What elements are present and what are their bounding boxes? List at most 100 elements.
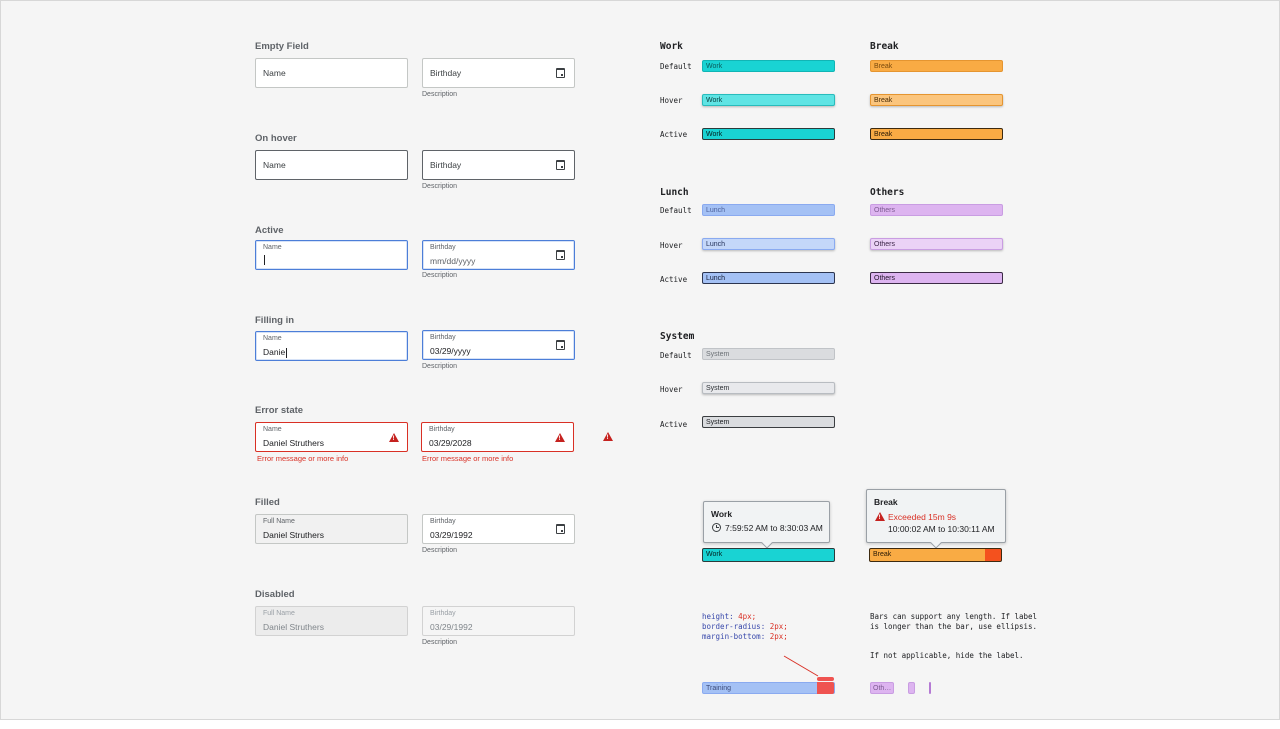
- fullname-value: Daniel Struthers: [263, 622, 324, 632]
- birthday-label: Birthday: [430, 518, 456, 525]
- spec-height-marker: [817, 682, 834, 694]
- work-bar-default[interactable]: Work: [702, 60, 835, 72]
- name-label: Name: [263, 335, 282, 342]
- fullname-input-disabled: Full Name Daniel Struthers: [255, 606, 408, 636]
- break-bar-default[interactable]: Break: [870, 60, 1003, 72]
- birthday-input-hover[interactable]: Birthday: [422, 150, 575, 180]
- tooltip-title: Break: [874, 497, 898, 507]
- date-value: 03/29/1992: [430, 622, 473, 632]
- fullname-label: Full Name: [263, 610, 295, 617]
- warning-icon: [555, 433, 565, 442]
- fullname-input-filled[interactable]: Full Name Daniel Struthers: [255, 514, 408, 544]
- work-tooltip: Work 7:59:52 AM to 8:30:03 AM: [703, 501, 830, 543]
- training-bar[interactable]: Training: [702, 682, 835, 694]
- spec-pointer-line: [783, 655, 819, 677]
- tooltip-time: 7:59:52 AM to 8:30:03 AM: [725, 523, 823, 533]
- error-message: Error message or more info: [422, 454, 514, 463]
- others-bar-active[interactable]: Others: [870, 272, 1003, 284]
- others-bar-default[interactable]: Others: [870, 204, 1003, 216]
- birthday-input-active[interactable]: Birthday mm/dd/yyyy: [422, 240, 575, 270]
- lunch-bar-default[interactable]: Lunch: [702, 204, 835, 216]
- date-value: 03/29/2028: [429, 438, 472, 448]
- others-bar-minimal[interactable]: [929, 682, 931, 694]
- section-title-filled: Filled: [255, 497, 280, 508]
- birthday-input-filled[interactable]: Birthday 03/29/1992: [422, 514, 575, 544]
- others-bar-small[interactable]: [908, 682, 915, 694]
- work-bar-active[interactable]: Work: [702, 128, 835, 140]
- tooltip-title: Work: [711, 509, 733, 519]
- group-title-work: Work: [660, 41, 683, 52]
- others-bar-hover[interactable]: Others: [870, 238, 1003, 250]
- clock-icon: [712, 523, 721, 532]
- break-bar-hover[interactable]: Break: [870, 94, 1003, 106]
- name-placeholder: Name: [263, 160, 286, 170]
- date-placeholder: mm/dd/yyyy: [430, 256, 476, 266]
- birthday-label: Birthday: [430, 610, 456, 617]
- text-cursor: [263, 254, 265, 265]
- state-label-default: Default: [660, 62, 692, 71]
- fullname-label: Full Name: [263, 518, 295, 525]
- work-bar-hover[interactable]: Work: [702, 94, 835, 106]
- name-label: Name: [263, 244, 282, 251]
- section-title-empty: Empty Field: [255, 41, 309, 52]
- section-title-disabled: Disabled: [255, 589, 295, 600]
- others-bar-ellipsis[interactable]: Oth…: [870, 682, 894, 694]
- birthday-placeholder: Birthday: [430, 160, 462, 170]
- calendar-icon[interactable]: [556, 524, 565, 534]
- group-title-others: Others: [870, 187, 905, 198]
- warning-icon: [603, 432, 613, 441]
- section-title-hover: On hover: [255, 133, 297, 144]
- field-description: Description: [422, 547, 458, 554]
- break-bar-exceeded[interactable]: Break: [869, 548, 1002, 562]
- error-message: Error message or more info: [257, 454, 349, 463]
- note-hide-label: If not applicable, hide the label.: [870, 651, 1024, 660]
- date-value: 03/29/yyyy: [430, 346, 471, 356]
- break-tooltip: Break Exceeded 15m 9s 10:00:02 AM to 10:…: [866, 489, 1006, 543]
- date-value: 03/29/1992: [430, 530, 473, 540]
- lunch-bar-hover[interactable]: Lunch: [702, 238, 835, 250]
- section-title-error: Error state: [255, 405, 304, 416]
- system-bar-hover[interactable]: System: [702, 382, 835, 394]
- field-description: Description: [422, 183, 458, 190]
- state-label-hover: Hover: [660, 96, 683, 105]
- name-value: Daniel Struthers: [263, 438, 324, 448]
- name-input-hover[interactable]: Name: [255, 150, 408, 180]
- warning-icon: [875, 512, 885, 521]
- state-label-active: Active: [660, 130, 688, 139]
- group-title-lunch: Lunch: [660, 187, 689, 198]
- state-label-default: Default: [660, 351, 692, 360]
- state-label-default: Default: [660, 206, 692, 215]
- birthday-input-error[interactable]: Birthday 03/29/2028: [421, 422, 574, 452]
- name-input-error[interactable]: Name Daniel Struthers: [255, 422, 408, 452]
- work-bar-selected[interactable]: Work: [702, 548, 835, 562]
- field-description: Description: [422, 363, 458, 370]
- birthday-input-filling[interactable]: Birthday 03/29/yyyy: [422, 330, 575, 360]
- name-input-filling[interactable]: Name Danie: [255, 331, 408, 361]
- name-input-empty[interactable]: Name: [255, 58, 408, 88]
- state-label-hover: Hover: [660, 385, 683, 394]
- calendar-icon[interactable]: [556, 250, 565, 260]
- lunch-bar-active[interactable]: Lunch: [702, 272, 835, 284]
- name-input-active[interactable]: Name: [255, 240, 408, 270]
- state-label-active: Active: [660, 420, 688, 429]
- spec-margin-marker: [817, 677, 834, 681]
- tooltip-time: 10:00:02 AM to 10:30:11 AM: [888, 524, 995, 534]
- spec-margin-bottom: margin-bottom: 2px;: [702, 632, 788, 641]
- birthday-input-disabled: Birthday 03/29/1992: [422, 606, 575, 636]
- warning-icon: [389, 433, 399, 442]
- tooltip-exceeded: Exceeded 15m 9s: [888, 512, 957, 522]
- state-label-active: Active: [660, 275, 688, 284]
- break-bar-active[interactable]: Break: [870, 128, 1003, 140]
- system-bar-active[interactable]: System: [702, 416, 835, 428]
- calendar-icon[interactable]: [556, 160, 565, 170]
- system-bar-default[interactable]: System: [702, 348, 835, 360]
- group-title-break: Break: [870, 41, 899, 52]
- calendar-icon[interactable]: [556, 68, 565, 78]
- spec-height: height: 4px;: [702, 612, 757, 621]
- section-title-active: Active: [255, 225, 284, 236]
- calendar-icon[interactable]: [556, 340, 565, 350]
- birthday-input-empty[interactable]: Birthday: [422, 58, 575, 88]
- name-placeholder: Name: [263, 68, 286, 78]
- birthday-label: Birthday: [430, 244, 456, 251]
